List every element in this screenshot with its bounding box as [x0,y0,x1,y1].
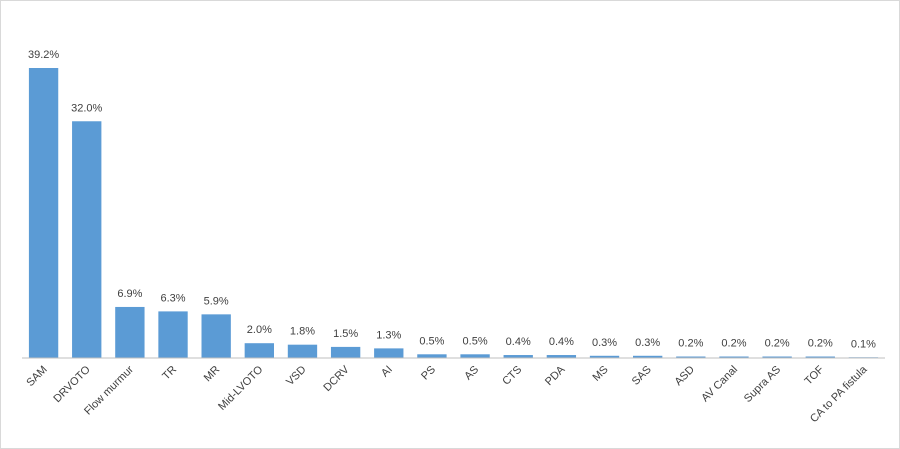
bar [330,346,361,358]
bar [546,355,577,358]
bar [244,343,274,358]
value-label: 0.2% [765,338,790,350]
bar [589,355,620,358]
bar [805,356,835,358]
value-label: 0.5% [419,335,444,347]
value-label: 1.8% [290,326,315,338]
value-label: 0.2% [808,338,833,350]
bar [503,355,533,358]
value-label: 0.5% [463,335,488,347]
value-label: 0.1% [851,338,876,350]
bar [115,306,145,358]
value-label: 6.9% [117,288,142,300]
bar [287,344,318,358]
value-label: 0.4% [506,336,531,348]
bar [72,121,102,358]
value-label: 39.2% [28,49,59,61]
bar [460,354,490,358]
bar [158,311,188,358]
value-label: 0.3% [592,337,617,349]
bar [201,314,231,358]
value-label: 5.9% [204,295,229,307]
bar [676,356,706,358]
bar [719,356,749,358]
value-label: 0.3% [635,337,660,349]
value-label: 6.3% [160,292,185,304]
bar [633,355,663,358]
value-label: 0.2% [721,338,746,350]
bar [374,348,404,358]
value-label: 1.3% [376,329,401,341]
value-label: 1.5% [333,328,358,340]
bar [417,354,447,358]
value-label: 0.4% [549,336,574,348]
bar [28,68,59,358]
value-label: 32.0% [71,102,102,114]
bar [762,356,792,358]
value-label: 2.0% [247,324,272,336]
value-label: 0.2% [678,338,703,350]
